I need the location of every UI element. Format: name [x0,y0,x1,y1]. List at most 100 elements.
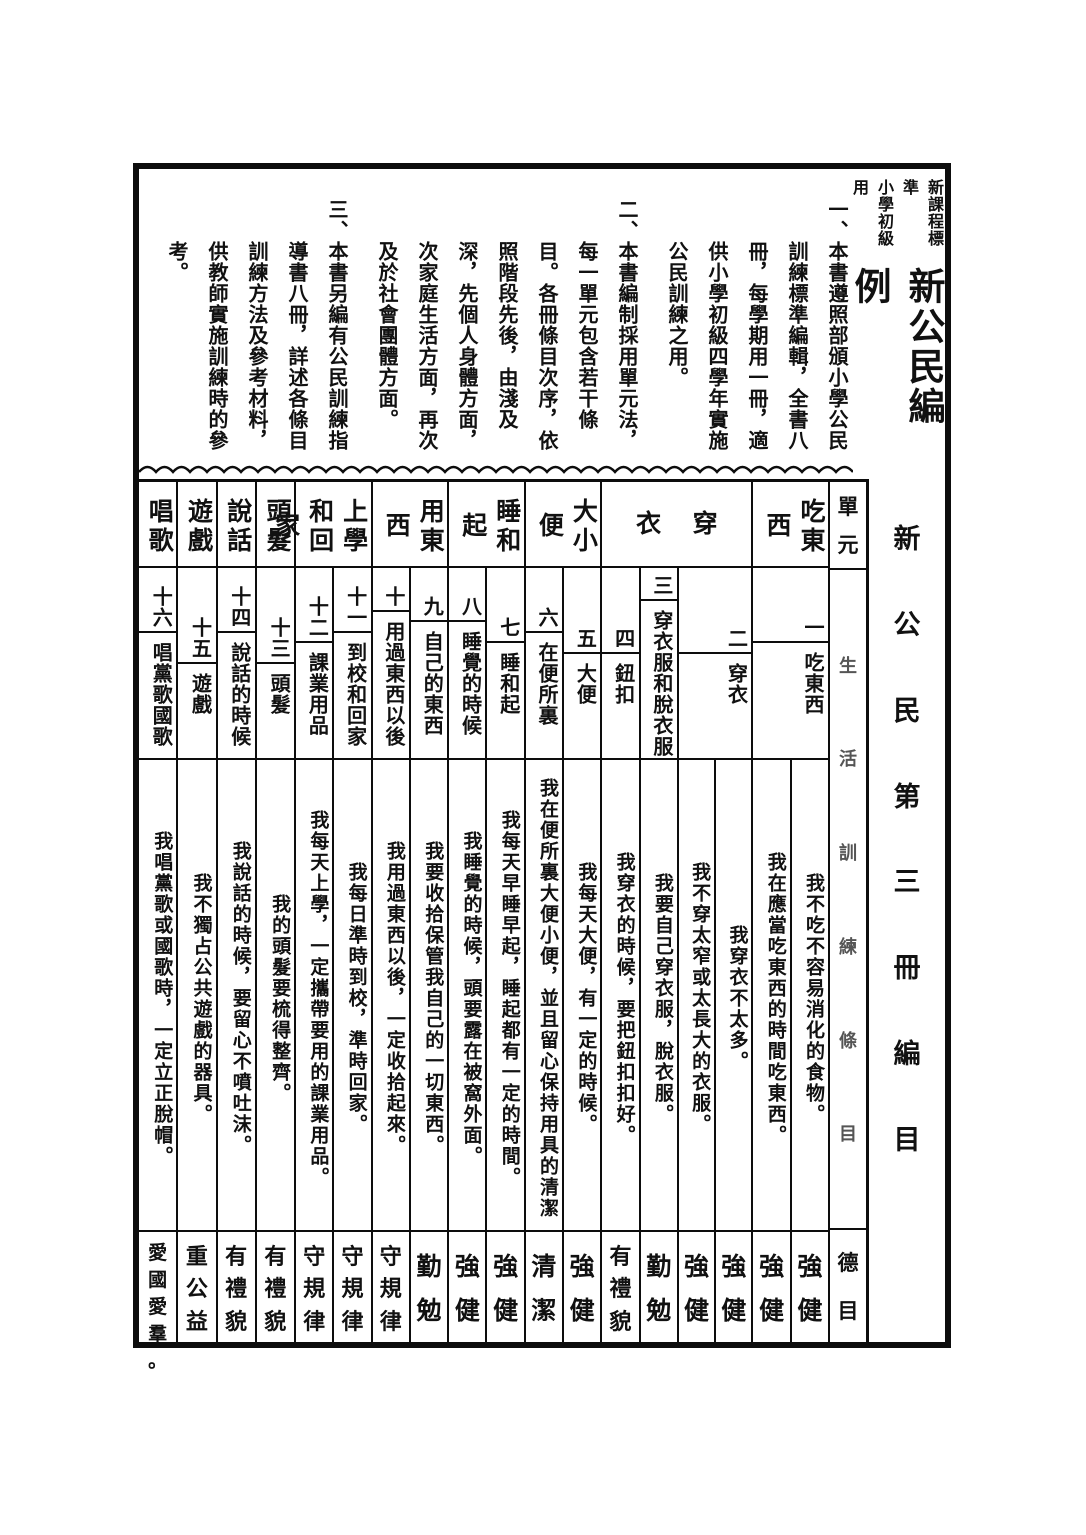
virtue-cell: 強健 [678,1230,715,1342]
item-number: 五 [564,628,601,654]
sentence-cell: 我每天早睡早起，睡起都有一定的時間。 [498,809,521,1188]
series-label-line2: 小學初級用 [850,179,894,247]
virtue-cell: 守規律 [296,1230,333,1342]
unit-group: 用東西九自己的東西 我要收拾保管我自己的一切東西。勤勉十用過東西以後 我用過東西以後… [372,482,450,1342]
virtue-cell: 有禮貌 [256,1230,295,1342]
item-name: 鈕扣 [611,662,636,705]
virtue-cell: 重公益 [178,1230,216,1342]
item-name: 到校和回家 [343,641,368,747]
paragraph-number: 一、 [825,199,849,241]
sentence-cell: 我要收拾保管我自己的一切東西。 [422,841,445,1156]
unit-cell: 用東西 [372,482,448,568]
item-number: 三 [640,575,677,601]
virtue-cell: 強健 [791,1230,828,1342]
sentence-cell: 我用過東西以後，一定收拾起來。 [383,841,406,1156]
virtue-cell: 守規律 [334,1230,371,1342]
unit-header-cell: 單元 [830,482,866,570]
item-cell: 五大便 [564,568,601,760]
item-number: 十三 [256,617,295,664]
item-number: 十二 [296,596,333,643]
virtue-cell: 強健 [753,1230,790,1342]
wavy-divider [139,459,869,479]
table-header-column: 單元生活訓練條目德目 [830,482,866,1342]
unit-cell: 頭髮 [256,482,295,568]
items-header-cell: 生活訓練條目 [839,655,857,1146]
virtue-cell: 勤勉 [640,1230,677,1342]
item-number: 七 [487,617,524,643]
item-number: 六 [525,607,563,633]
unit-cell: 穿衣 [602,482,752,568]
item-cell-group: 十二 課業用品我每天上學，一定攜帶要用的課業用品。守規律 [296,568,335,1342]
item-cell: 十用過東西以後 [372,568,409,760]
virtue-cell: 有禮貌 [217,1230,255,1342]
virtue-cell: 愛國愛羣。 [138,1230,177,1372]
item-cell-group: 十六 唱黨歌國歌 我唱黨歌或國歌時，一定立正脫帽。愛國愛羣。 [138,568,177,1372]
series-label: 新課程標準 小學初級用 [847,179,947,261]
sentence-cell: 我每天上學，一定攜帶要用的課業用品。 [307,809,330,1188]
item-cell: 十三頭髮 [256,568,295,760]
intro-paragraph: 二、本書編制採用單元法，每一單元包含若干條目。各冊條目次序，依照階段先後，由淺及… [367,199,647,451]
item-number: 八 [449,596,486,622]
item-number: 四 [602,628,639,654]
item-cell-group: 五大便 我每天大便，有一定的時候。強健 [564,568,601,1342]
unit-group: 遊戲 十五 遊戲 我不獨占公共遊戲的器具。重公益 [178,482,218,1342]
title-column: 新課程標準 小學初級用 新公民編例 [848,173,946,459]
sentence-cell: 我不穿太窄或太長大的衣服。 [689,862,712,1135]
item-cell-group: 九自己的東西我要收拾保管我自己的一切東西。勤勉 [410,568,448,1342]
unit-group: 穿衣二穿衣 我穿衣不太多。強健我不穿太窄或太長大的衣服。強健三穿衣服和脫衣服 我要自… [602,482,754,1342]
item-cell: 九自己的東西 [410,568,448,760]
unit-cell: 吃東西 [753,482,828,568]
item-cell: 一吃東西 [753,568,828,760]
item-number: 十四 [217,586,255,633]
item-name: 睡覺的時候 [458,631,483,736]
item-number: 十 [372,586,409,612]
virtue-cell: 有禮貌 [602,1230,639,1342]
unit-group: 唱歌 十六 唱黨歌國歌 我唱黨歌或國歌時，一定立正脫帽。愛國愛羣。 [138,482,179,1372]
page-frame: 新課程標準 小學初級用 新公民編例 一、本書遵照部頒小學公民訓練標準編輯，全書八… [133,163,951,1372]
item-cell-group: 十三頭髮我的頭髮要梳得整齊。有禮貌 [256,568,295,1342]
sentence-cell: 我在便所裏大便小便，並且留心保持用具的清潔 [537,778,560,1219]
sentence-cell: 我不獨占公共遊戲的器具。 [190,872,213,1125]
item-cell: 十四說話的時候 [217,568,255,760]
item-cell: 四鈕扣 [602,568,639,760]
item-cell: 七睡和起 [487,568,524,760]
item-name: 頭髮 [267,673,292,715]
table-zone: 單元生活訓練條目德目吃東西一吃東西 我不吃不容易消化的食物。強健我在應當吃東西的時… [138,479,945,1372]
item-cell-group: 二穿衣 我穿衣不太多。強健 我不穿太窄或太長大的衣服。強健 [678,568,752,1342]
item-number: 十一 [334,586,371,633]
unit-cell: 上學和回家 [272,482,371,568]
item-cell-group: 十一 到校和回家 我每日準時到校，準時回家。守規律 [334,568,371,1342]
intro-paragraphs: 一、本書遵照部頒小學公民訓練標準編輯，全書八冊，每學期用一冊，適供小學初級四學年… [147,199,857,451]
item-name: 說話的時候 [227,641,252,747]
unit-group: 頭髮 十三 頭髮 我的頭髮要梳得整齊。有禮貌 [256,482,297,1342]
unit-group: 上學和回家 十一 到校和回家 我每日準時到校，準時回家。守規律十二 課業用品 我每天上學，… [272,482,373,1342]
virtue-cell: 勤勉 [410,1230,448,1342]
item-cell: 十二 課業用品 [296,568,333,760]
virtue-cell: 守規律 [372,1230,409,1342]
virtue-cell: 強健 [564,1230,601,1342]
item-cell: 二穿衣 [678,568,752,760]
item-name: 用過東西以後 [381,620,406,747]
virtue-cell: 強健 [449,1230,486,1342]
item-cell-group: 十四 說話的時候 我說話的時候，要留心不噴吐沫。有禮貌 [217,568,255,1342]
paragraph-number: 二、 [615,199,639,241]
item-number: 一 [753,617,828,643]
item-name: 自己的東西 [420,631,445,736]
unit-cell: 遊戲 [178,482,216,568]
item-number: 十六 [138,586,177,633]
item-name: 遊戲 [188,673,213,715]
item-cell-group: 八睡覺的時候 我睡覺的時候，頭要露在被窩外面。強健 [449,568,488,1342]
sentence-cell: 我穿衣的時候，要把鈕扣扣好。 [613,851,636,1146]
section-caption: 新公民第三冊編目 [893,524,921,1156]
unit-cell: 睡和起 [449,482,524,568]
virtue-cell: 清潔 [525,1230,563,1342]
item-number: 十五 [178,617,216,664]
item-name: 在便所裏 [535,641,560,726]
item-number: 二 [678,628,752,654]
item-name: 唱黨歌國歌 [149,641,174,747]
item-name: 穿衣服和脫衣服 [649,610,674,757]
sentence-cell: 我的頭髮要梳得整齊。 [269,893,292,1104]
item-cell-group: 十五遊戲我不獨占公共遊戲的器具。重公益 [178,568,216,1342]
virtue-cell: 強健 [487,1230,524,1342]
